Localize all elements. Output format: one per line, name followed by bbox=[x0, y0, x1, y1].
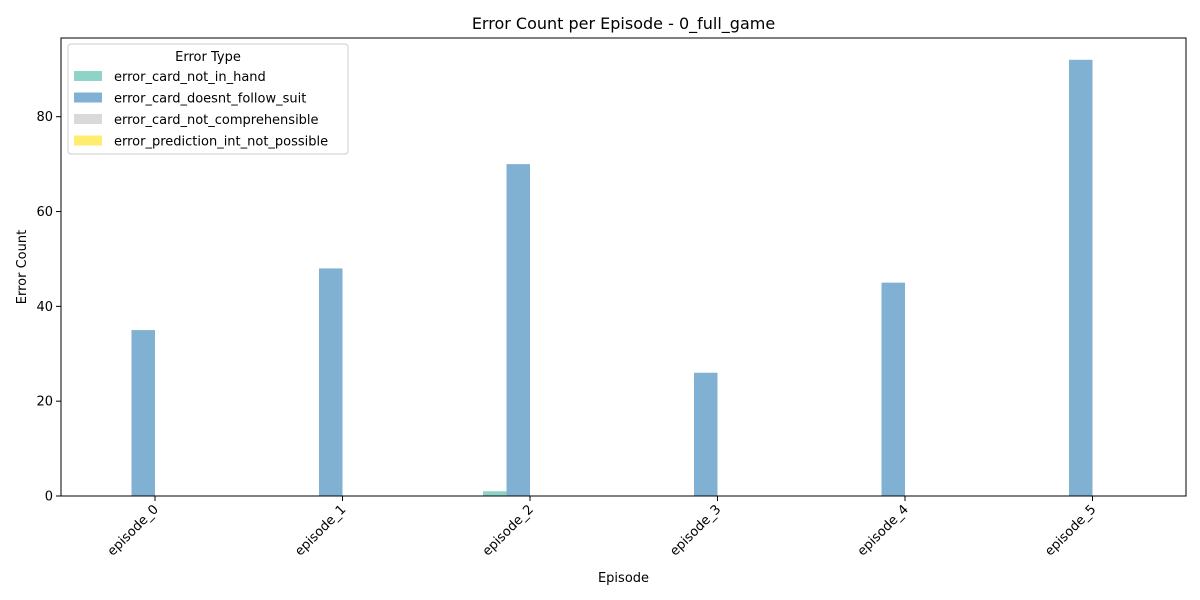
x-axis: episode_0 episode_1 episode_2 episode_3 epis… bbox=[105, 496, 1099, 559]
y-tick-label: 20 bbox=[36, 395, 53, 410]
y-tick-label: 60 bbox=[36, 205, 53, 220]
x-tick-label-episode_5: episode_5 bbox=[1042, 502, 1099, 559]
legend-swatch-error_prediction_int_not_possible bbox=[74, 135, 102, 146]
x-tick-label-episode_2: episode_2 bbox=[480, 502, 537, 559]
legend-label-error_prediction_int_not_possible: error_prediction_int_not_possible bbox=[114, 135, 328, 150]
y-tick-label: 40 bbox=[36, 300, 53, 315]
bar-error_card_doesnt_follow_suit-episode_2 bbox=[506, 164, 530, 496]
x-tick-label-episode_4: episode_4 bbox=[855, 502, 912, 559]
legend: Error Type error_card_not_in_hand error_c… bbox=[67, 43, 349, 155]
bar-error_card_doesnt_follow_suit-episode_3 bbox=[694, 372, 718, 496]
x-tick-label-episode_0: episode_0 bbox=[105, 502, 162, 559]
y-axis-label: Error Count bbox=[15, 230, 30, 304]
bar-error_card_doesnt_follow_suit-episode_4 bbox=[881, 282, 905, 496]
legend-swatch-error_card_doesnt_follow_suit bbox=[74, 92, 102, 103]
legend-title: Error Type bbox=[175, 50, 241, 65]
y-axis: 0 20 40 60 80 bbox=[36, 110, 61, 505]
legend-frame bbox=[67, 43, 349, 155]
bar-error_card_doesnt_follow_suit-episode_0 bbox=[131, 330, 155, 496]
x-axis-label: Episode bbox=[598, 571, 649, 586]
y-tick-label: 80 bbox=[36, 110, 53, 125]
legend-swatch-error_card_not_comprehensible bbox=[74, 114, 102, 124]
bar-error_card_doesnt_follow_suit-episode_5 bbox=[1069, 59, 1093, 497]
legend-label-error_card_doesnt_follow_suit: error_card_doesnt_follow_suit bbox=[114, 92, 306, 107]
chart-title: Error Count per Episode - 0_full_game bbox=[472, 14, 775, 34]
x-tick-label-episode_3: episode_3 bbox=[667, 502, 724, 559]
y-tick-label: 0 bbox=[45, 490, 53, 505]
plot-area bbox=[60, 37, 1187, 497]
bars-layer bbox=[131, 59, 1093, 497]
legend-label-error_card_not_in_hand: error_card_not_in_hand bbox=[114, 70, 266, 85]
legend-swatch-error_card_not_in_hand bbox=[74, 71, 102, 81]
bar-error_card_not_in_hand-episode_2 bbox=[483, 491, 507, 496]
bar-error_card_doesnt_follow_suit-episode_1 bbox=[319, 268, 343, 496]
legend-label-error_card_not_comprehensible: error_card_not_comprehensible bbox=[114, 113, 319, 128]
x-tick-label-episode_1: episode_1 bbox=[292, 502, 349, 559]
